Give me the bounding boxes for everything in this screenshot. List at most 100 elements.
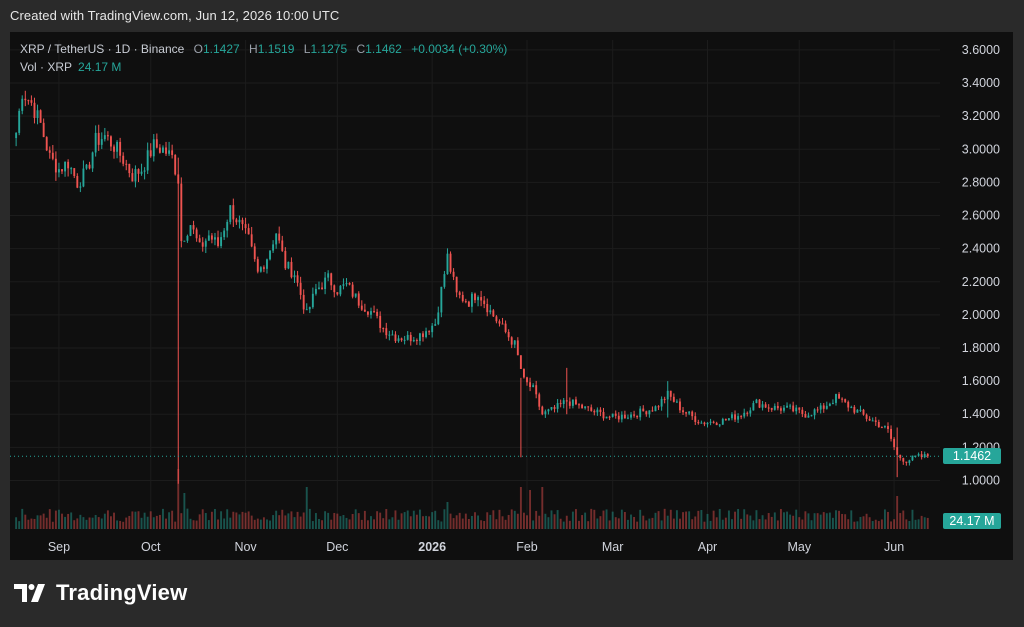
candle-body	[293, 275, 296, 278]
volume-bar	[226, 509, 229, 529]
volume-bar	[434, 510, 437, 529]
candle-body	[122, 155, 125, 164]
candle-body	[764, 404, 767, 408]
candle-body	[562, 400, 565, 404]
volume-bar	[559, 518, 562, 529]
volume-bar	[79, 514, 82, 529]
volume-bar	[896, 496, 899, 529]
candle-body	[734, 414, 736, 420]
volume-bar	[504, 519, 507, 529]
candle-body	[345, 283, 348, 285]
volume-bar	[131, 511, 134, 529]
candle-body	[425, 331, 428, 337]
volume-bar	[862, 516, 865, 529]
volume-bar	[642, 515, 645, 529]
volume-bar	[529, 490, 532, 529]
candle-body	[318, 287, 320, 289]
volume-bar	[177, 469, 180, 529]
candle-body	[100, 139, 103, 145]
close-value: 1.1462	[365, 42, 402, 56]
volume-bar	[510, 509, 513, 529]
candle-body	[412, 340, 415, 342]
candle-body	[553, 407, 556, 409]
high-label: H	[249, 42, 258, 56]
candle-body	[926, 454, 929, 457]
volume-bar	[259, 519, 262, 529]
volume-bar	[33, 518, 36, 529]
volume-bar	[764, 519, 767, 529]
volume-bar	[250, 515, 253, 529]
candle-body	[526, 377, 528, 383]
chart-pane[interactable]: 3.6000 3.4000 3.2000 3.0000 2.8000 2.6000 2.40…	[10, 32, 1013, 560]
volume-label[interactable]: Vol · XRP	[20, 60, 73, 74]
candle-body	[70, 168, 73, 170]
volume-bar	[773, 512, 776, 529]
candle-body	[516, 340, 519, 356]
symbol-label[interactable]: XRP / TetherUS · 1D · Binance	[20, 42, 185, 56]
volume-bar	[425, 515, 428, 529]
volume-bar	[538, 515, 541, 529]
volume-bar	[712, 510, 715, 529]
candle-body	[740, 416, 743, 418]
volume-bar	[666, 515, 669, 529]
y-tick-label: 3.2000	[962, 109, 1000, 123]
volume-bar	[807, 513, 810, 529]
candle-body	[874, 420, 877, 422]
candle-body	[651, 410, 654, 412]
volume-bar	[253, 519, 256, 529]
volume-bar	[743, 509, 746, 529]
volume-bar	[266, 519, 268, 529]
volume-bar	[868, 517, 871, 529]
candle-body	[302, 294, 305, 310]
volume-bar	[495, 519, 498, 529]
volume-bar	[162, 508, 164, 529]
candle-body	[287, 261, 290, 269]
volume-bar	[679, 518, 681, 529]
candle-body	[73, 168, 76, 176]
volume-bar	[455, 515, 458, 529]
volume-bar	[155, 515, 158, 529]
volume-bar	[627, 519, 629, 529]
candle-body	[715, 422, 718, 426]
candle-body	[455, 276, 458, 293]
volume-bar	[734, 511, 736, 529]
candle-body	[241, 219, 244, 225]
volume-bar	[718, 508, 721, 529]
candle-body	[547, 409, 550, 412]
price-chart[interactable]: 3.6000 3.4000 3.2000 3.0000 2.8000 2.6000 2.40…	[10, 32, 1013, 560]
volume-bar	[917, 519, 920, 529]
volume-bar	[110, 516, 112, 529]
volume-bar	[443, 509, 446, 529]
volume-bar	[229, 517, 232, 529]
volume-bar	[544, 513, 547, 529]
candle-body	[492, 310, 495, 317]
candle-body	[415, 340, 418, 342]
volume-bar	[278, 515, 281, 529]
low-label: L	[303, 42, 311, 56]
candle-body	[501, 323, 504, 325]
tradingview-logo-icon	[14, 584, 45, 602]
volume-bar	[210, 511, 213, 529]
volume-bar	[189, 518, 192, 529]
volume-bar	[366, 520, 369, 529]
candle-body	[844, 399, 847, 402]
candle-body	[177, 174, 180, 184]
volume-bar	[290, 511, 293, 529]
candle-body	[813, 409, 816, 416]
volume-bar	[244, 512, 247, 529]
volume-bar	[281, 509, 284, 529]
candle-body	[91, 152, 94, 169]
volume-bar	[186, 508, 189, 529]
volume-bar	[256, 518, 259, 529]
volume-bar	[474, 512, 476, 529]
tradingview-brand[interactable]: TradingView	[14, 580, 187, 606]
candle-body	[865, 414, 868, 419]
volume-bar	[449, 513, 452, 529]
candle-body	[703, 422, 706, 425]
volume-bar	[232, 511, 235, 529]
volume-bar	[532, 520, 535, 529]
volume-bar	[617, 518, 620, 529]
volume-bar	[669, 509, 672, 529]
volume-bar	[602, 510, 605, 529]
candle-body	[461, 294, 464, 302]
